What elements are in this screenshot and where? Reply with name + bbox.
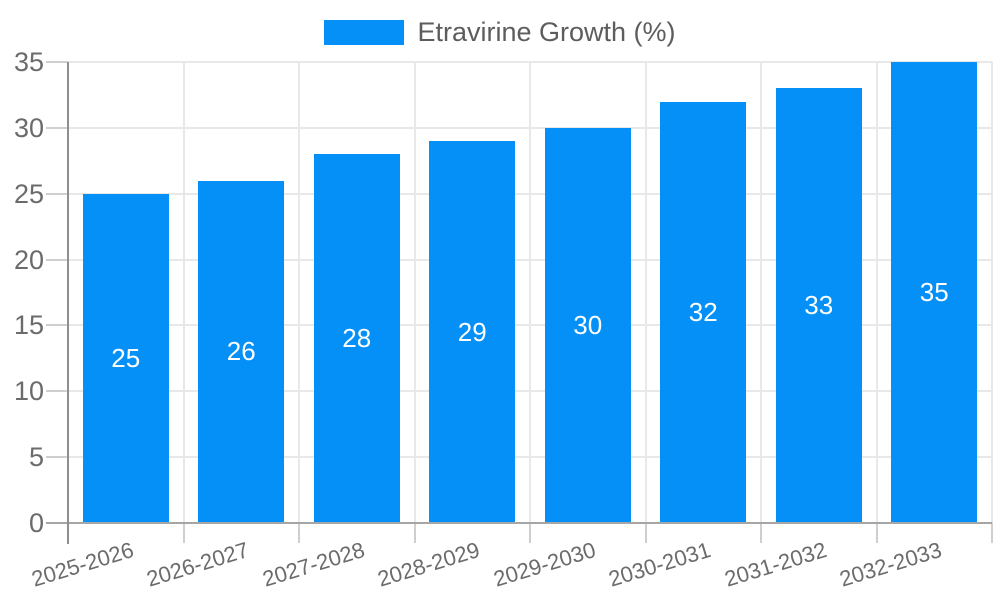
x-axis-tick — [991, 523, 993, 543]
x-axis-tick-label: 2031-2032 — [721, 537, 830, 592]
y-axis-tick-label: 5 — [28, 442, 44, 473]
x-axis-tick-label: 2030-2031 — [605, 537, 714, 592]
y-axis-tick — [46, 126, 68, 129]
bar: 25 — [82, 193, 169, 523]
legend[interactable]: Etravirine Growth (%) — [0, 18, 1000, 46]
bar: 28 — [313, 154, 400, 523]
bar-value-label: 25 — [111, 342, 141, 373]
x-axis-tick-label: 2025-2026 — [28, 537, 137, 592]
x-axis-tick — [529, 523, 531, 543]
x-axis-tick-label: 2027-2028 — [259, 537, 368, 592]
x-axis-tick — [644, 523, 647, 543]
y-axis-tick — [46, 390, 68, 393]
y-axis-tick — [46, 456, 68, 459]
x-axis-tick-label: 2028-2029 — [374, 537, 483, 592]
bar: 29 — [429, 141, 516, 523]
bar-value-label: 26 — [226, 336, 256, 367]
bar-value-label: 32 — [688, 296, 718, 327]
legend-swatch-icon — [324, 19, 405, 45]
x-axis-tick — [413, 523, 416, 543]
gridline-vertical — [413, 62, 416, 523]
gridline-vertical — [760, 62, 762, 523]
bar-value-label: 30 — [573, 309, 603, 340]
gridline-vertical — [298, 62, 300, 523]
y-axis-tick-label: 0 — [28, 508, 44, 538]
bar: 26 — [198, 180, 285, 523]
bar-value-label: 33 — [804, 290, 834, 321]
x-axis-tick — [182, 523, 185, 543]
bar-value-label: 29 — [457, 316, 487, 347]
x-axis-line — [46, 522, 992, 524]
x-axis-tick-label: 2032-2033 — [836, 537, 945, 592]
y-axis-tick-label: 35 — [13, 47, 44, 77]
bar: 33 — [775, 88, 862, 523]
x-axis-tick — [298, 523, 300, 543]
y-axis-tick-label: 15 — [13, 310, 44, 341]
gridline-vertical — [875, 62, 878, 523]
y-axis-line — [67, 62, 69, 544]
bar: 30 — [544, 127, 631, 523]
gridline-vertical — [529, 62, 531, 523]
bar-value-label: 28 — [342, 323, 372, 354]
gridline-vertical — [991, 62, 993, 523]
legend-label: Etravirine Growth (%) — [417, 17, 676, 47]
bar: 35 — [891, 62, 978, 523]
x-axis-tick — [875, 523, 878, 543]
gridline-vertical — [182, 62, 185, 523]
x-axis-tick — [760, 523, 762, 543]
y-axis-tick — [46, 61, 68, 63]
bar-value-label: 35 — [919, 277, 949, 307]
gridline-vertical — [644, 62, 647, 523]
x-axis-tick-label: 2026-2027 — [143, 537, 252, 592]
y-axis-tick-label: 10 — [13, 376, 44, 407]
y-axis-tick-label: 25 — [13, 178, 44, 209]
x-axis-tick-label: 2029-2030 — [490, 537, 599, 592]
y-axis-tick — [46, 324, 68, 327]
bar: 32 — [660, 101, 747, 523]
y-axis-tick — [46, 192, 68, 195]
y-axis-tick — [46, 258, 68, 261]
y-axis-tick-label: 30 — [13, 112, 44, 143]
y-axis-tick-label: 20 — [13, 244, 44, 275]
